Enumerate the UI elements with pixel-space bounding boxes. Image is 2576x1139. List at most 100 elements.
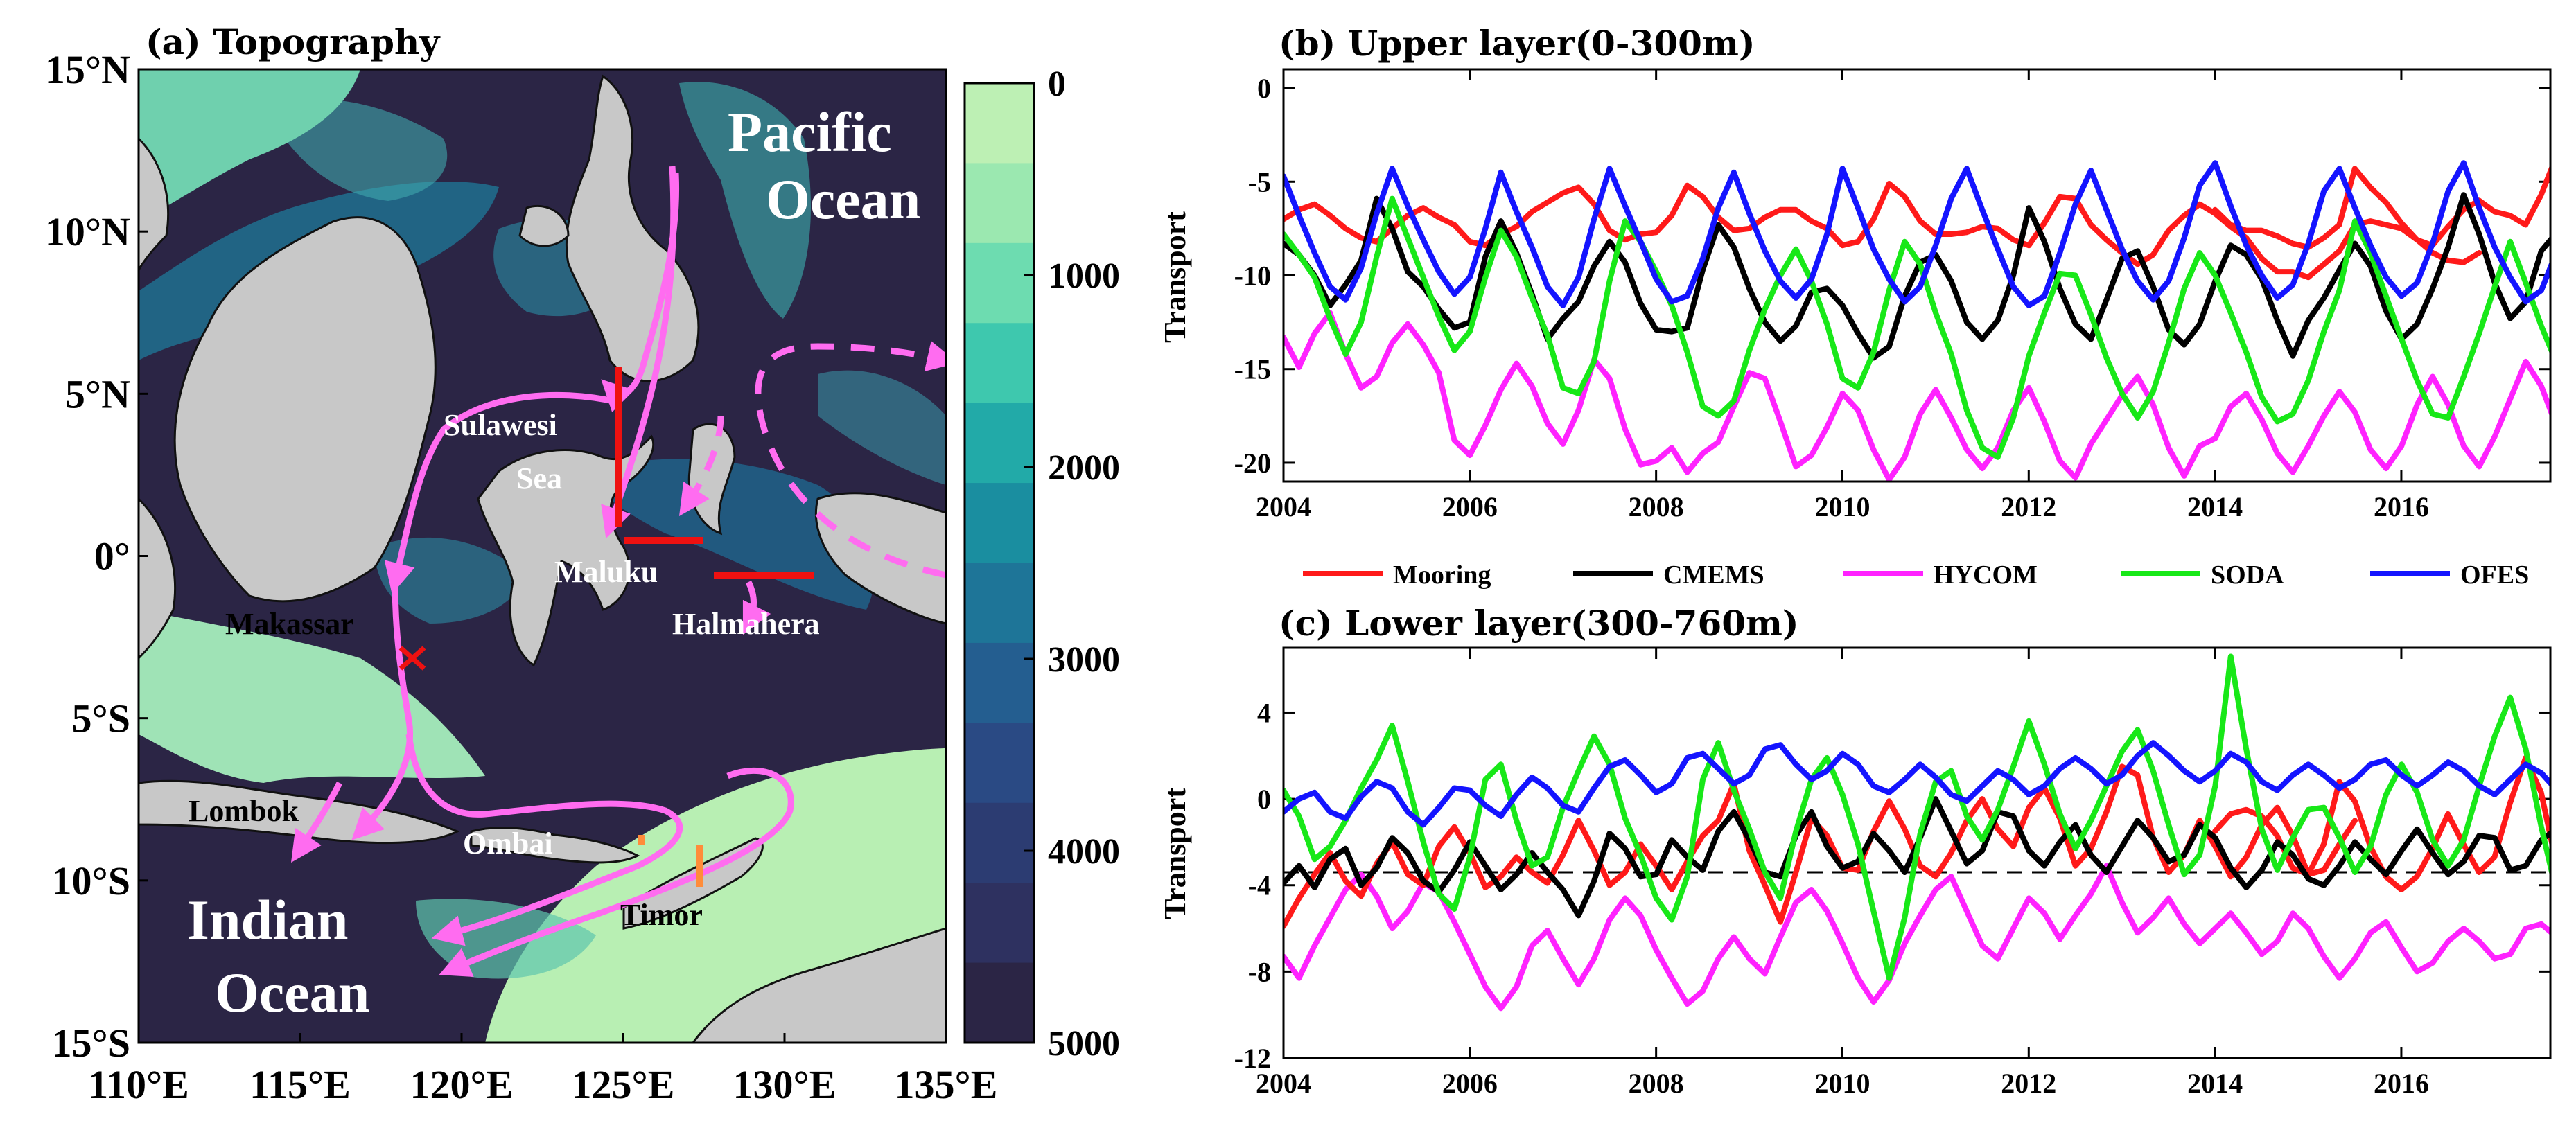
colorbar-swatch	[965, 83, 1034, 164]
series-line-hycom	[1283, 863, 2550, 1012]
lat-tick-label: 5°N	[65, 371, 130, 416]
label-timor: Timor	[620, 898, 703, 932]
colorbar-frame	[963, 82, 1035, 1044]
x-tick-label: 2010	[1814, 491, 1870, 522]
colorbar-swatch	[965, 642, 1034, 724]
depth-colorbar	[963, 82, 1035, 1044]
colorbar-tick-label: 4000	[1048, 832, 1120, 872]
y-tick-label: -4	[1248, 870, 1271, 901]
label-indian-1: Indian	[187, 888, 349, 951]
mooring-sections	[615, 367, 814, 887]
y-tick-label: 0	[1257, 73, 1271, 104]
lon-tick-label: 125°E	[572, 1062, 675, 1107]
x-tick-label: 2008	[1629, 491, 1684, 522]
label-makassar: Makassar	[225, 607, 354, 641]
lon-tick-label: 110°E	[88, 1062, 189, 1107]
malay-peninsula-land	[139, 136, 170, 271]
label-ombai: Ombai	[463, 827, 553, 860]
upper-layer-chart: (b) Upper layer(0-300m) Transport 2004 20…	[1158, 23, 2552, 522]
label-sulawesi-sea-2: Sea	[516, 461, 562, 495]
chart-c-series	[1283, 653, 2550, 1012]
colorbar-swatch	[965, 163, 1034, 244]
x-tick-label: 2010	[1814, 1068, 1870, 1099]
y-tick-label: -20	[1234, 448, 1271, 479]
label-pacific-2: Ocean	[766, 168, 920, 231]
colorbar-swatch	[965, 962, 1034, 1043]
colorbar-ticks: 0 1000 2000 3000 4000 5000	[1024, 64, 1120, 1063]
lat-tick-label: 10°N	[45, 209, 130, 254]
australia-land	[692, 927, 946, 1043]
lon-tick-label: 120°E	[410, 1062, 514, 1107]
y-tick-label: -8	[1248, 956, 1271, 987]
map-canvas: Pacific Ocean Indian Ocean Sulawesi Sea …	[139, 69, 946, 1043]
series-line-cmems	[1283, 796, 2550, 919]
chart-c-ylabel: Transport	[1158, 788, 1192, 919]
sulawesi-land	[477, 434, 655, 667]
y-tick-label: -12	[1234, 1043, 1271, 1074]
label-pacific-1: Pacific	[728, 100, 892, 164]
colorbar-swatch	[965, 883, 1034, 964]
map-title: (a) Topography	[146, 21, 441, 62]
x-tick-label: 2004	[1256, 491, 1311, 522]
lon-tick-label: 135°E	[895, 1062, 998, 1107]
makassar-mooring-marker	[398, 646, 426, 671]
colorbar-tick-label: 1000	[1048, 256, 1120, 296]
label-maluku: Maluku	[554, 555, 658, 589]
chart-c-title: (c) Lower layer(300-760m)	[1279, 603, 1799, 644]
map-latitude-ticks: 15°N 10°N 5°N 0° 5°S 10°S 15°S	[45, 47, 148, 1066]
series-line-ofes	[1283, 160, 2550, 308]
y-tick-label: 4	[1257, 697, 1271, 728]
lon-tick-label: 130°E	[733, 1062, 836, 1107]
colorbar-tick-label: 0	[1048, 64, 1066, 104]
legend: Mooring CMEMS HYCOM SODA OFES	[1303, 560, 2529, 590]
legend-label-cmems: CMEMS	[1663, 560, 1764, 590]
chart-b-title: (b) Upper layer(0-300m)	[1279, 23, 1755, 64]
x-tick-label: 2014	[2187, 491, 2243, 522]
x-tick-label: 2006	[1442, 491, 1498, 522]
lon-tick-label: 115°E	[249, 1062, 351, 1107]
chart-b-ylabel: Transport	[1158, 211, 1192, 343]
colorbar-swatch	[965, 802, 1034, 884]
colorbar-swatch	[965, 483, 1034, 564]
label-lombok: Lombok	[189, 794, 299, 828]
lat-tick-label: 5°S	[72, 696, 130, 741]
x-tick-label: 2016	[2374, 1068, 2429, 1099]
colorbar-swatch	[965, 723, 1034, 804]
x-tick-label: 2012	[2001, 1068, 2056, 1099]
lat-tick-label: 15°N	[45, 47, 130, 92]
lower-layer-chart: (c) Lower layer(300-760m) Transport 2004…	[1158, 603, 2552, 1099]
x-tick-label: 2016	[2374, 491, 2429, 522]
y-tick-label: -5	[1248, 166, 1271, 197]
x-tick-label: 2014	[2187, 1068, 2243, 1099]
new-guinea-land	[814, 492, 946, 625]
visayas-land	[518, 204, 570, 247]
label-indian-2: Ocean	[215, 961, 369, 1024]
x-tick-label: 2004	[1256, 1068, 1311, 1099]
label-halmahera: Halmahera	[672, 607, 820, 641]
legend-label-hycom: HYCOM	[1934, 560, 2038, 590]
borneo-land	[173, 216, 437, 603]
x-tick-label: 2008	[1629, 1068, 1684, 1099]
legend-label-ofes: OFES	[2460, 560, 2529, 590]
flow-arrows	[291, 166, 946, 978]
colorbar-tick-label: 2000	[1048, 448, 1120, 488]
chart-c-axes: 2004 2006 2008 2010 2012 2014 2016 4 0 -4 -8 -12	[1234, 648, 2550, 1099]
colorbar-swatch	[965, 323, 1034, 404]
lat-tick-label: 15°S	[52, 1021, 130, 1066]
series-line-mooring	[2212, 164, 2550, 250]
x-tick-label: 2012	[2001, 491, 2056, 522]
topography-map-panel: (a) Topography	[45, 21, 1120, 1107]
label-sulawesi-sea-1: Sulawesi	[444, 408, 557, 442]
colorbar-swatch	[965, 242, 1034, 324]
x-tick-label: 2006	[1442, 1068, 1498, 1099]
colorbar-tick-label: 3000	[1048, 640, 1120, 680]
series-line-soda	[1283, 653, 2550, 981]
lesser-sunda-land	[470, 827, 640, 864]
sumatra-land	[139, 497, 176, 660]
colorbar-tick-label: 5000	[1048, 1024, 1120, 1063]
lat-tick-label: 10°S	[52, 858, 130, 903]
series-line-hycom	[1283, 310, 2550, 482]
series-line-cmems	[1283, 192, 2550, 361]
chart-c-frame	[1282, 646, 2552, 1059]
